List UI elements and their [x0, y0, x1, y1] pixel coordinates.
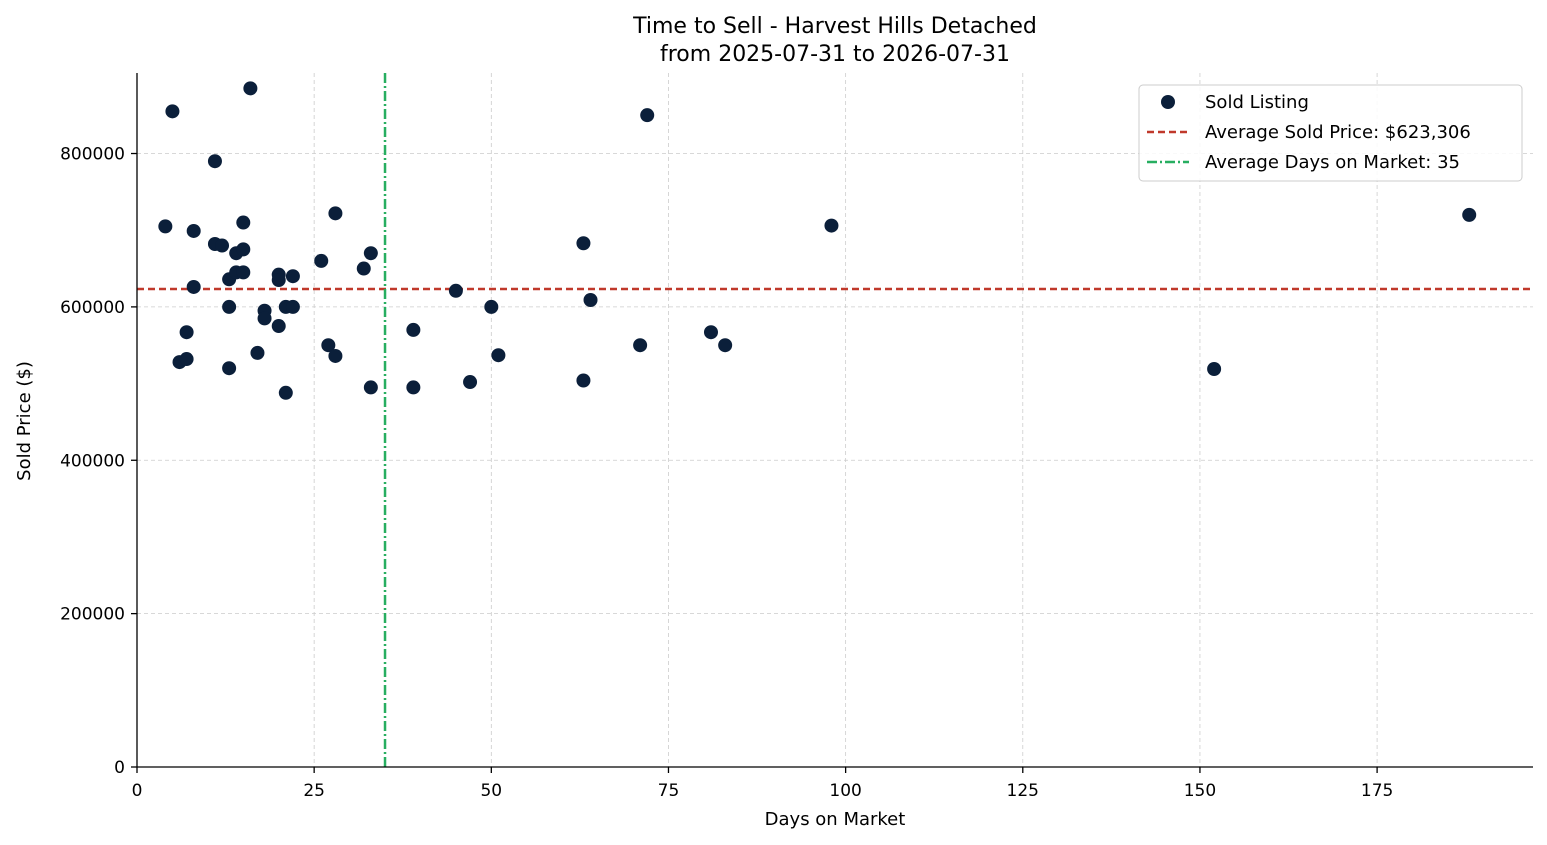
- sold-listing-point: [236, 265, 251, 280]
- sold-listing-point: [1462, 207, 1477, 222]
- sold-listing-point: [271, 273, 286, 288]
- sold-listing-point: [186, 223, 201, 238]
- sold-listing-point: [356, 261, 371, 276]
- legend-marker-sold-listing: [1161, 95, 1175, 109]
- sold-listing-point: [328, 206, 343, 221]
- y-axis-label: Sold Price ($): [14, 361, 35, 481]
- sold-listing-point: [314, 253, 329, 268]
- sold-listing-point: [363, 380, 378, 395]
- chart-subtitle: from 2025-07-31 to 2026-07-31: [660, 42, 1010, 67]
- legend-label-average-price: Average Sold Price: $623,306: [1205, 122, 1471, 143]
- sold-listing-point: [1207, 362, 1222, 377]
- x-axis-label: Days on Market: [765, 809, 906, 830]
- x-tick-label: 100: [829, 781, 861, 801]
- sold-listing-point: [406, 380, 421, 395]
- sold-listing-point: [207, 154, 222, 169]
- grid: [137, 73, 1533, 767]
- sold-listing-point: [328, 348, 343, 363]
- sold-listing-point: [250, 345, 265, 360]
- y-tick-label: 600000: [60, 298, 125, 318]
- legend: Sold Listing Average Sold Price: $623,30…: [1138, 84, 1523, 182]
- sold-listing-point: [463, 375, 478, 390]
- x-tick-label: 150: [1184, 781, 1216, 801]
- sold-listing-point: [703, 325, 718, 340]
- sold-listing-point: [179, 352, 194, 367]
- y-tick-label: 0: [114, 758, 125, 778]
- x-tick-label: 175: [1361, 781, 1393, 801]
- sold-listing-point: [491, 348, 506, 363]
- sold-listing-point: [285, 269, 300, 284]
- sold-listing-point: [179, 325, 194, 340]
- sold-listing-point: [640, 108, 655, 123]
- x-tick-label: 25: [303, 781, 325, 801]
- y-ticks: 0 200000 400000 600000 800000: [60, 145, 137, 778]
- x-tick-label: 125: [1007, 781, 1039, 801]
- x-tick-label: 50: [480, 781, 502, 801]
- sold-listing-point: [271, 319, 286, 334]
- sold-listing-point: [484, 299, 499, 314]
- reference-lines: [137, 73, 1533, 767]
- y-tick-label: 800000: [60, 145, 125, 165]
- sold-listing-point: [236, 242, 251, 257]
- y-tick-label: 200000: [60, 605, 125, 625]
- sold-listing-point: [285, 299, 300, 314]
- axes: [136, 73, 1533, 768]
- sold-listing-point: [257, 311, 272, 326]
- sold-listing-point: [186, 279, 201, 294]
- sold-listing-point: [448, 283, 463, 298]
- sold-listing-point: [583, 292, 598, 307]
- sold-listing-point: [158, 219, 173, 234]
- chart-title: Time to Sell - Harvest Hills Detached: [632, 14, 1037, 39]
- sold-listing-point: [321, 338, 336, 353]
- sold-listing-point: [222, 299, 237, 314]
- legend-label-average-days: Average Days on Market: 35: [1205, 152, 1460, 173]
- x-tick-label: 75: [658, 781, 680, 801]
- legend-label-sold-listing: Sold Listing: [1205, 92, 1309, 113]
- y-tick-label: 400000: [60, 451, 125, 471]
- sold-listing-point: [363, 246, 378, 261]
- sold-listing-point: [243, 81, 258, 96]
- sold-listing-point: [236, 215, 251, 230]
- sold-listing-point: [576, 236, 591, 251]
- sold-listing-point: [278, 385, 293, 400]
- sold-listing-point: [406, 322, 421, 337]
- x-tick-label: 0: [132, 781, 143, 801]
- legend-box: [1138, 84, 1523, 182]
- sold-listing-point: [222, 361, 237, 376]
- data-points: [158, 81, 1477, 400]
- x-ticks: 0 25 50 75 100 125 150 175: [132, 767, 1393, 801]
- sold-listing-point: [824, 218, 839, 233]
- sold-listing-point: [165, 104, 180, 119]
- sold-listing-point: [215, 238, 230, 253]
- sold-listing-point: [718, 338, 733, 353]
- sold-listing-point: [633, 338, 648, 353]
- sold-listing-point: [576, 373, 591, 388]
